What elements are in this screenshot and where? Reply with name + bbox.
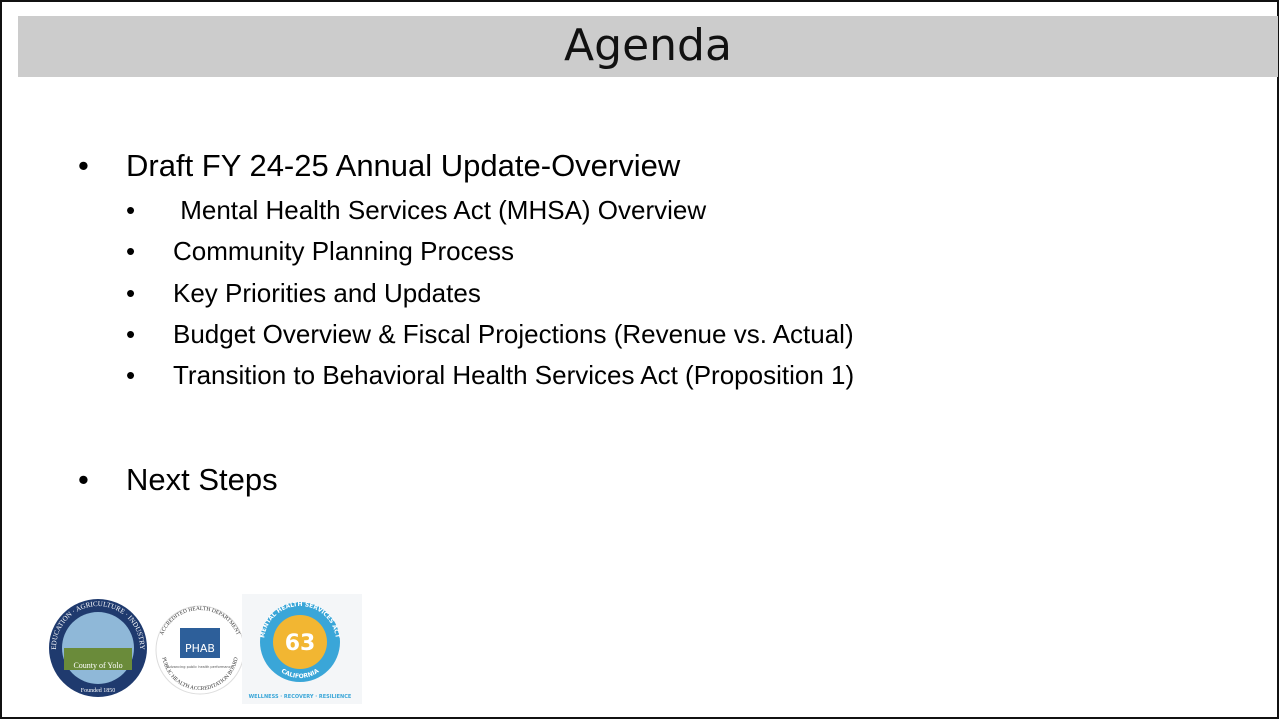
logos: EDUCATION · AGRICULTURE · INDUSTRY Count…	[49, 594, 362, 704]
sub-bullet-item: • Key Priorities and Updates	[126, 278, 481, 309]
sub-bullet-item: • Community Planning Process	[126, 236, 514, 267]
bullet-text: Mental Health Services Act (MHSA) Overvi…	[173, 195, 707, 225]
mhsa-center: 63	[285, 631, 316, 656]
mhsa-footer: WELLNESS · RECOVERY · RESILIENCE	[249, 694, 352, 700]
phab-logo: ACCREDITED HEALTH DEPARTMENT PUBLIC HEAL…	[155, 605, 245, 695]
mhsa-logo: MENTAL HEALTH SERVICES ACT CALIFORNIA 63…	[242, 594, 362, 704]
bullet: •	[78, 148, 89, 183]
bullet: •	[126, 318, 136, 349]
bullet-text: Key Priorities and Updates	[173, 277, 481, 308]
slide-title: Agenda	[564, 20, 732, 71]
bullet: •	[126, 236, 136, 267]
bullet-text: Draft FY 24-25 Annual Update-Overview	[126, 148, 681, 183]
bullet-text: Budget Overview & Fiscal Projections (Re…	[173, 318, 854, 349]
bullet-text: Next Steps	[126, 462, 278, 497]
sub-bullet-item: • Budget Overview & Fiscal Projections (R…	[126, 319, 854, 350]
bullet: •	[126, 195, 136, 225]
bullet: •	[126, 277, 136, 308]
bullet-item: • Next Steps	[78, 462, 278, 498]
sub-bullet-item: • Mental Health Services Act (MHSA) Over…	[126, 195, 706, 226]
phab-tagline: Advancing public health performance	[167, 665, 233, 669]
yolo-founded: Founded 1850	[81, 688, 116, 694]
bullet: •	[78, 462, 89, 497]
yolo-logo: EDUCATION · AGRICULTURE · INDUSTRY Count…	[49, 599, 147, 697]
sub-bullet-item: • Transition to Behavioral Health Service…	[126, 360, 854, 391]
bullet-text: Community Planning Process	[173, 236, 515, 267]
bullet-item: • Draft FY 24-25 Annual Update-Overview	[78, 148, 680, 184]
bullet-text: Transition to Behavioral Health Services…	[173, 360, 855, 391]
phab-mark: PHAB	[185, 642, 215, 655]
title-bar: Agenda	[18, 16, 1278, 77]
bullet: •	[126, 360, 136, 391]
yolo-name: County of Yolo	[73, 661, 122, 670]
